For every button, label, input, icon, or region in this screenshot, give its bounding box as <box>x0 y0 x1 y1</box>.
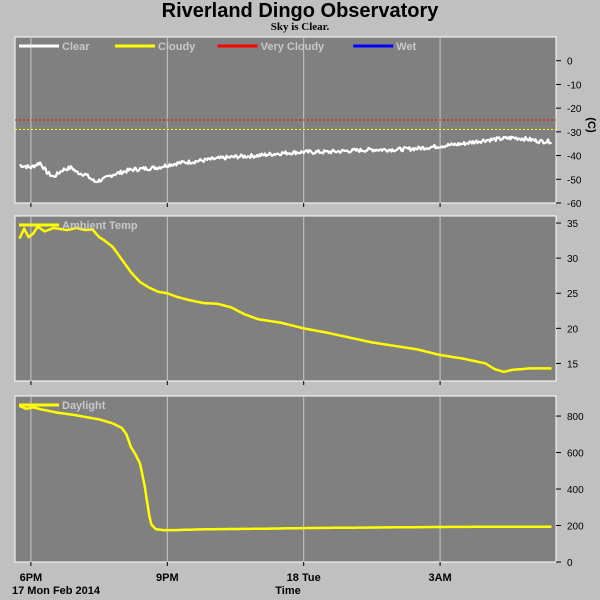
legend-label: Very Cloudy <box>261 41 325 53</box>
y-tick-label: 30 <box>567 254 579 265</box>
x-tick-label: 6PM <box>20 572 43 584</box>
series-line <box>19 135 553 184</box>
page-title: Riverland Dingo Observatory <box>161 0 439 22</box>
y-tick-label: 800 <box>567 412 584 423</box>
y-tick-label: -40 <box>567 152 582 163</box>
y-tick-label: -50 <box>567 175 582 186</box>
legend-label: Cloudy <box>158 41 196 53</box>
y-tick-label: 25 <box>567 289 579 300</box>
y-tick-label: 0 <box>567 558 573 569</box>
y-tick-label: 20 <box>567 324 579 335</box>
y-tick-label: -10 <box>567 80 582 91</box>
y-tick-label: -60 <box>567 199 582 210</box>
y-tick-label: -20 <box>567 104 582 115</box>
y-tick-label: 200 <box>567 522 584 533</box>
ambient-panel <box>14 215 557 382</box>
legend-label: Ambient Temp <box>62 220 138 232</box>
legend-label: Wet <box>396 41 416 53</box>
series-line <box>19 404 552 532</box>
sky-panel <box>14 36 557 204</box>
x-axis-label: Time <box>275 585 300 597</box>
y-tick-label: 15 <box>567 359 579 370</box>
y-tick-label: 0 <box>567 57 573 68</box>
x-tick-label: 9PM <box>156 572 179 584</box>
legend-label: Clear <box>62 41 90 53</box>
legend-label: Daylight <box>62 400 106 412</box>
y-tick-label: 600 <box>567 449 584 460</box>
y-tick-label: 35 <box>567 219 579 230</box>
daylight-panel <box>14 395 557 563</box>
y-tick-label: -30 <box>567 128 582 139</box>
y-tick-label: 400 <box>567 485 584 496</box>
sky-status: Sky is Clear. <box>270 21 330 33</box>
y-axis-label: (C) <box>585 117 597 133</box>
x-tick-label: 3AM <box>428 572 451 584</box>
date-label: 17 Mon Feb 2014 <box>12 585 101 597</box>
series-line <box>18 225 552 374</box>
x-tick-label: 18 Tue <box>287 572 321 584</box>
